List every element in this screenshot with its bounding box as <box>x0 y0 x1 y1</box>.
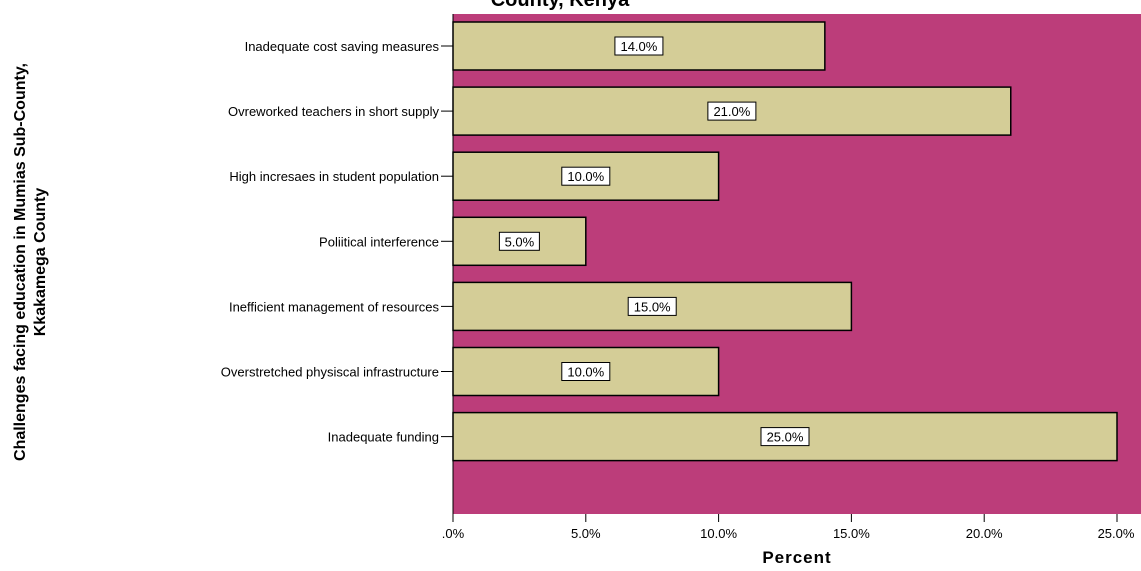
data-label-box <box>614 36 664 56</box>
data-label: 25.0% <box>767 430 804 445</box>
category-label: Poliitical interference <box>319 234 439 249</box>
data-label-box <box>561 362 611 381</box>
data-label: 10.0% <box>567 169 604 184</box>
x-axis-ticks: .0% 5.0% 10.0% 15.0% 20.0% 25.0% <box>442 514 1135 541</box>
data-label: 5.0% <box>505 234 535 249</box>
category-label: Inefficient management of resources <box>229 299 440 314</box>
x-tick-label: 25.0% <box>1098 526 1135 541</box>
x-tick-label: 20.0% <box>966 526 1003 541</box>
y-axis-title: Challenges facing education in Mumias Su… <box>12 63 49 461</box>
y-axis-title-line-2: Kkakamega County <box>32 188 49 337</box>
x-tick-label: .0% <box>442 526 465 541</box>
data-label: 14.0% <box>620 39 657 54</box>
data-label-box <box>627 296 677 316</box>
x-tick-label: 15.0% <box>833 526 870 541</box>
data-label-box <box>561 166 611 186</box>
category-label: Inadequate cost saving measures <box>245 39 440 54</box>
category-label: Inadequate funding <box>328 430 439 445</box>
data-label-box <box>707 101 757 121</box>
category-label: Overstretched physiscal infrastructure <box>221 365 439 380</box>
data-label: 15.0% <box>634 299 671 314</box>
category-labels: Inadequate cost saving measures Ovreworke… <box>221 14 454 514</box>
chart-title: County, Kenya <box>491 0 630 11</box>
data-label: 10.0% <box>567 365 604 380</box>
y-axis-title-line-1: Challenges facing education in Mumias Su… <box>12 63 29 461</box>
category-label: High incresaes in student population <box>229 169 439 184</box>
data-label-box <box>760 427 810 447</box>
category-label: Ovreworked teachers in short supply <box>228 104 439 119</box>
data-label-box <box>498 231 540 251</box>
x-tick-label: 10.0% <box>700 526 737 541</box>
x-axis-title: Percent <box>762 548 831 567</box>
x-tick-label: 5.0% <box>571 526 601 541</box>
bars-layer: 14.0% 21.0% 10.0% 5.0% 15.0% 10.0% 25.0% <box>452 21 1118 462</box>
data-label: 21.0% <box>713 104 750 119</box>
